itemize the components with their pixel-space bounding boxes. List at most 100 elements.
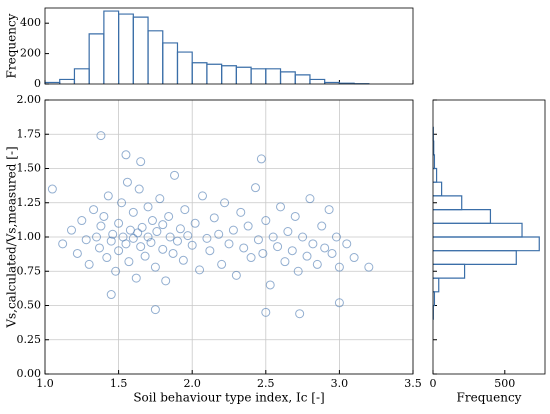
scatter-point	[81, 235, 91, 245]
scatter-point	[364, 262, 374, 272]
scatter-point	[136, 157, 146, 167]
scatter-point	[92, 232, 102, 242]
y-tick-label: 200	[20, 47, 41, 60]
histogram-bar	[433, 236, 540, 252]
hist-x-label: Frequency	[457, 391, 522, 405]
scatter-point	[137, 222, 147, 232]
scatter-point	[334, 262, 344, 272]
scatter-point	[103, 191, 113, 201]
scatter-point	[298, 232, 308, 242]
x-tick-label: 3.5	[404, 377, 422, 390]
scatter-point	[261, 216, 271, 226]
histogram-bar	[176, 51, 193, 84]
histogram-bar	[433, 277, 440, 293]
histogram-bar	[250, 68, 267, 84]
histogram-bar	[279, 71, 296, 84]
scatter-point	[102, 253, 112, 263]
y-axis-label: Vs,calculated/Vs,measured [-]	[5, 146, 19, 328]
histogram-bar	[221, 65, 237, 84]
histogram-bar	[147, 30, 164, 84]
scatter-point	[228, 225, 238, 235]
histogram-bar	[191, 62, 208, 84]
scatter-point	[111, 266, 121, 276]
x-tick-label: 500	[494, 377, 515, 390]
y-tick-label: 1.25	[17, 196, 42, 209]
histogram-bar	[433, 195, 463, 211]
scatter-point	[158, 220, 168, 230]
x-axis-label: Soil behaviour type index, Ic [-]	[133, 391, 324, 405]
scatter-point	[268, 232, 278, 242]
scatter-point	[305, 194, 315, 204]
scatter-point	[143, 202, 153, 212]
histogram-bar	[162, 42, 179, 84]
scatter-point	[261, 307, 271, 317]
scatter-point	[295, 309, 305, 319]
histogram-bar	[433, 181, 443, 197]
scatter-point	[94, 243, 104, 253]
scatter-point	[342, 239, 352, 249]
histogram-bar	[118, 13, 134, 84]
scatter-point	[239, 243, 249, 253]
scatter-point	[66, 225, 76, 235]
scatter-point	[217, 259, 227, 269]
scatter-point	[308, 239, 318, 249]
scatter-point	[146, 237, 156, 247]
scatter-point	[152, 227, 162, 237]
y-tick-label: 400	[20, 16, 41, 29]
scatter-point	[331, 232, 341, 242]
scatter-point	[106, 236, 116, 246]
scatter-point	[96, 221, 106, 231]
histogram-bar	[433, 263, 466, 279]
scatter-point	[161, 276, 171, 286]
scatter-point	[170, 170, 180, 180]
scatter-point	[324, 205, 334, 215]
scatter-point	[187, 240, 197, 250]
scatter-point	[150, 262, 160, 272]
scatter-point	[256, 154, 266, 164]
y-tick-label: 0.25	[17, 333, 42, 346]
y-tick-label: 1.00	[17, 230, 42, 243]
histogram-bar	[433, 222, 523, 238]
scatter-point	[72, 248, 82, 258]
histogram-bar	[88, 33, 105, 84]
x-tick-label: 3.0	[331, 377, 349, 390]
scatter-point	[128, 233, 138, 243]
histogram-bar	[206, 63, 223, 84]
scatter-point	[58, 239, 68, 249]
scatter-point	[155, 194, 165, 204]
scatter-point	[165, 232, 175, 242]
scatter-point	[317, 221, 327, 231]
scatter-point	[122, 177, 132, 187]
histogram-bar	[103, 10, 120, 84]
scatter-point	[312, 259, 322, 269]
histogram-bar	[59, 78, 76, 84]
x-tick-label: 2.0	[183, 377, 201, 390]
scatter-point	[287, 246, 297, 256]
scatter-point	[121, 150, 131, 160]
scatter-point	[147, 216, 157, 226]
scatter-point	[143, 232, 153, 242]
scatter-point	[253, 235, 263, 245]
scatter-point	[231, 270, 241, 280]
histogram-bar	[309, 78, 326, 84]
scatter-point	[198, 191, 208, 201]
y-tick-label: 0.50	[17, 299, 42, 312]
scatter-point	[99, 211, 109, 221]
histogram-bar	[433, 167, 438, 183]
scatter-point	[195, 265, 205, 275]
scatter-point	[202, 233, 212, 243]
scatter-point	[276, 202, 286, 212]
scatter-point	[190, 218, 200, 228]
scatter-point	[320, 243, 330, 253]
x-tick-label: 1.5	[110, 377, 128, 390]
histogram-bar	[73, 68, 90, 84]
y-tick-label: 1.75	[17, 127, 42, 140]
scatter-point	[168, 248, 178, 258]
scatter-point	[236, 207, 246, 217]
scatter-point	[273, 242, 283, 252]
scatter-point	[349, 253, 359, 263]
x-tick-label: 2.5	[257, 377, 275, 390]
scatter-point	[180, 205, 190, 215]
